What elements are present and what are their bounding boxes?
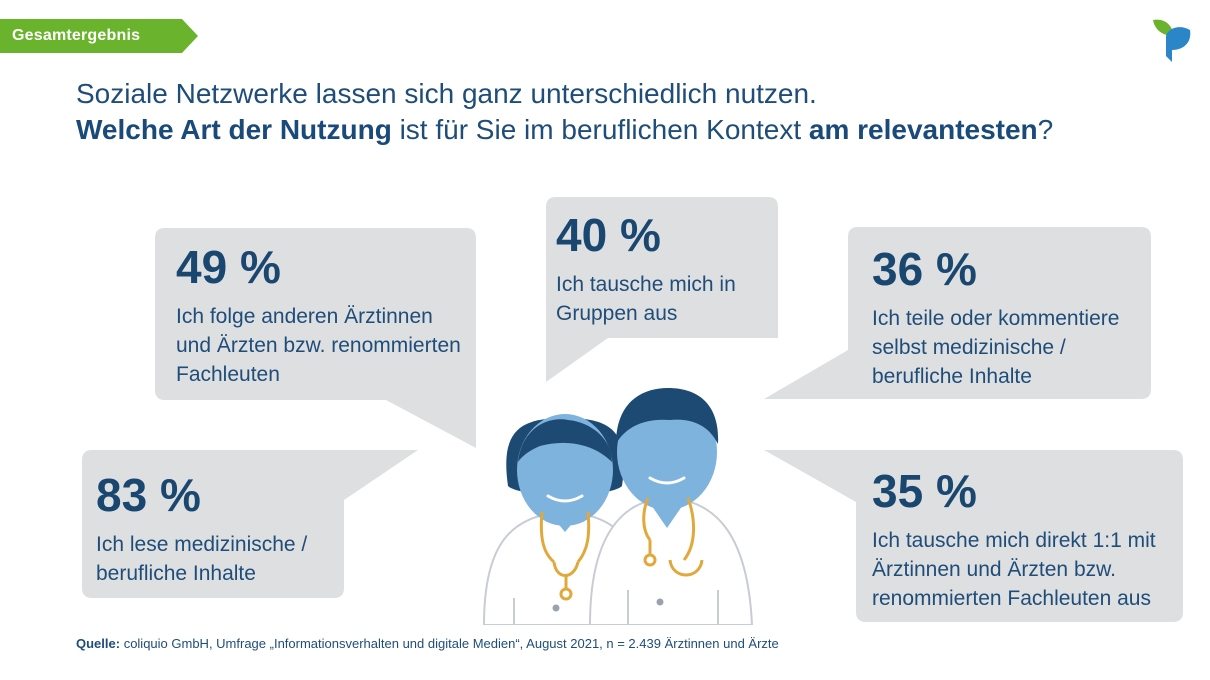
title-line-1: Soziale Netzwerke lassen sich ganz unter… bbox=[76, 78, 817, 109]
page-title: Soziale Netzwerke lassen sich ganz unter… bbox=[76, 76, 1053, 148]
source-label: Quelle: bbox=[76, 636, 121, 651]
title-end: ? bbox=[1037, 114, 1054, 145]
section-tag: Gesamtergebnis bbox=[0, 19, 198, 53]
stat-35: 35 % Ich tausche mich direkt 1:1 mit Ärz… bbox=[872, 466, 1182, 613]
brand-logo-icon bbox=[1153, 19, 1191, 62]
stat-percent: 40 % bbox=[556, 209, 661, 261]
stat-description: Ich tausche mich in Gruppen aus bbox=[556, 273, 736, 325]
doctors-illustration-icon bbox=[482, 388, 754, 625]
bubble-35 bbox=[764, 450, 1183, 622]
stat-percent: 35 % bbox=[872, 465, 977, 517]
title-highlight-1: Welche Art der Nutzung bbox=[76, 114, 392, 145]
bubble-83 bbox=[82, 450, 418, 598]
stat-40: 40 % Ich tausche mich in Gruppen aus bbox=[556, 210, 766, 328]
stat-83: 83 % Ich lese medizinische / berufliche … bbox=[96, 470, 336, 588]
stat-percent: 36 % bbox=[872, 243, 977, 295]
stat-description: Ich teile oder kommentiere selbst medizi… bbox=[872, 307, 1120, 388]
bubble-40 bbox=[546, 197, 778, 382]
stat-36: 36 % Ich teile oder kommentiere selbst m… bbox=[872, 244, 1148, 391]
stat-49: 49 % Ich folge anderen Ärztinnen und Ärz… bbox=[176, 242, 466, 389]
title-line-2: Welche Art der Nutzung ist für Sie im be… bbox=[76, 112, 1053, 148]
title-highlight-2: am relevantesten bbox=[808, 114, 1038, 145]
stat-description: Ich folge anderen Ärztinnen und Ärzten b… bbox=[176, 305, 461, 386]
title-middle: ist für Sie im beruflichen Kontext bbox=[391, 114, 809, 145]
stat-percent: 49 % bbox=[176, 241, 281, 293]
stat-description: Ich tausche mich direkt 1:1 mit Ärztinne… bbox=[872, 529, 1156, 610]
bubble-49 bbox=[155, 228, 476, 448]
source-note: Quelle: coliquio GmbH, Umfrage „Informat… bbox=[76, 636, 779, 651]
stat-description: Ich lese medizinische / berufliche Inhal… bbox=[96, 533, 308, 585]
bubble-36 bbox=[764, 227, 1151, 399]
source-text: coliquio GmbH, Umfrage „Informationsverh… bbox=[120, 636, 779, 651]
stat-percent: 83 % bbox=[96, 469, 201, 521]
